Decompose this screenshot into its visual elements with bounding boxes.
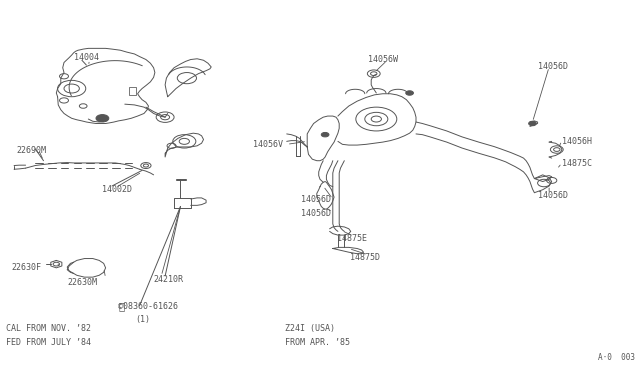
Text: 14056D: 14056D bbox=[301, 195, 331, 203]
Text: ©08360-61626: ©08360-61626 bbox=[118, 302, 179, 311]
Text: (1): (1) bbox=[136, 315, 150, 324]
Text: 14875D: 14875D bbox=[350, 253, 380, 262]
Text: 24210R: 24210R bbox=[154, 275, 184, 283]
Circle shape bbox=[529, 121, 536, 126]
Text: 22630M: 22630M bbox=[67, 278, 97, 287]
Text: 14056V: 14056V bbox=[253, 140, 283, 149]
Circle shape bbox=[406, 91, 413, 95]
Text: 14004: 14004 bbox=[74, 53, 99, 62]
Text: Ⓢ: Ⓢ bbox=[118, 301, 125, 311]
Text: 14875C: 14875C bbox=[562, 159, 592, 168]
Text: Z24I (USA): Z24I (USA) bbox=[285, 324, 335, 333]
Text: 14875E: 14875E bbox=[337, 234, 367, 243]
Text: FED FROM JULY ’84: FED FROM JULY ’84 bbox=[6, 338, 92, 347]
Text: CAL FROM NOV. ’82: CAL FROM NOV. ’82 bbox=[6, 324, 92, 333]
Circle shape bbox=[321, 132, 329, 137]
Text: 22690M: 22690M bbox=[16, 146, 46, 155]
Text: 14056W: 14056W bbox=[368, 55, 398, 64]
Text: 14056D: 14056D bbox=[538, 191, 568, 200]
Text: FROM APR. ’85: FROM APR. ’85 bbox=[285, 338, 350, 347]
Text: 14056H: 14056H bbox=[562, 137, 592, 146]
Text: 14002D: 14002D bbox=[102, 185, 132, 194]
Text: 14056D: 14056D bbox=[301, 209, 331, 218]
Text: 14056D: 14056D bbox=[538, 62, 568, 71]
Circle shape bbox=[96, 115, 109, 122]
Bar bbox=[129, 87, 136, 95]
Text: A·0  003: A·0 003 bbox=[598, 353, 635, 362]
Text: 22630F: 22630F bbox=[12, 263, 42, 272]
